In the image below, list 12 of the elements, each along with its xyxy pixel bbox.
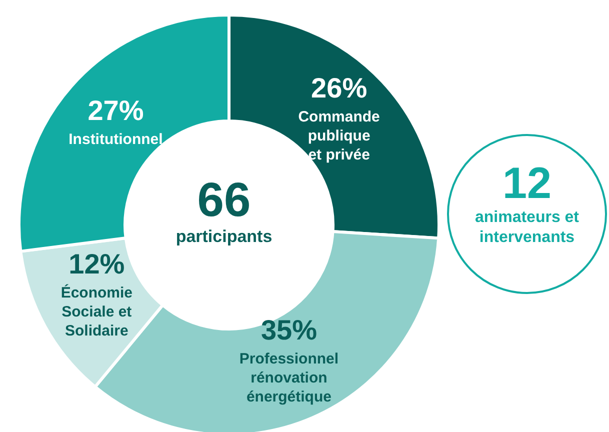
text: 66: [196, 174, 252, 227]
slice-label: Institutionnel: [68, 131, 163, 148]
text: 12: [502, 159, 552, 208]
text: participants: [174, 227, 274, 247]
data-label: 27%: [88, 95, 144, 126]
slice-label: Commande publique et privée: [298, 108, 380, 164]
slice-label: Professionnel rénovation énergétique: [239, 350, 339, 406]
data-label: 12%: [68, 248, 125, 280]
text: animateurs et intervenants: [474, 208, 580, 248]
data-label: 26%: [311, 72, 368, 104]
data-label: 35%: [260, 314, 318, 346]
slice-label: Économie Sociale et Solidaire: [60, 284, 133, 340]
